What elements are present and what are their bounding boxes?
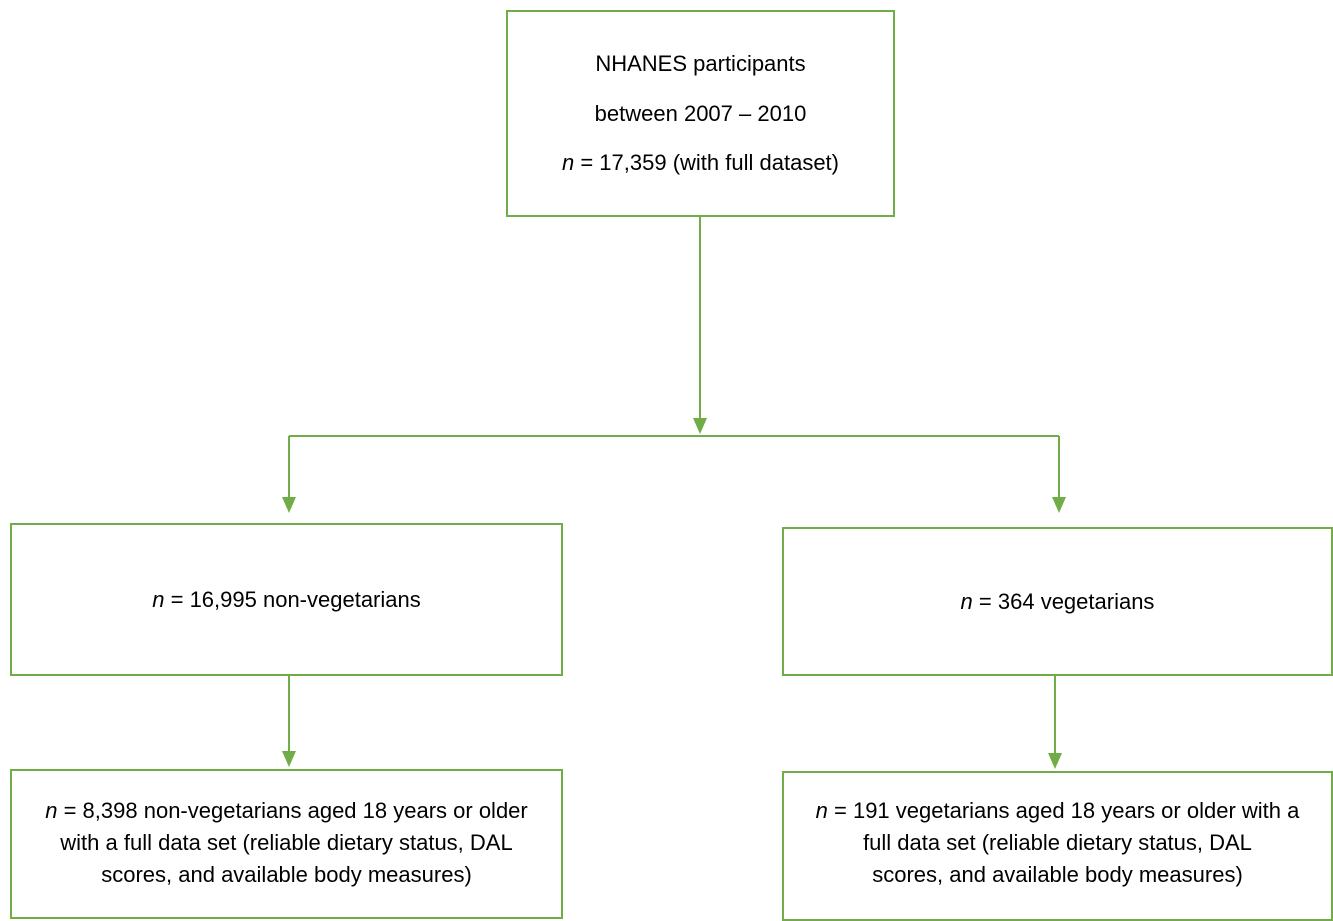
left-final-line2: with a full data set (reliable dietary s…	[60, 829, 513, 855]
box-final-vegetarians: n = 191 vegetarians aged 18 years or old…	[782, 771, 1333, 921]
left-group-text: n = 16,995 non-vegetarians	[152, 586, 421, 614]
right-group-text: n = 364 vegetarians	[961, 588, 1155, 616]
box-non-vegetarians: n = 16,995 non-vegetarians	[10, 523, 563, 676]
left-final-line3: scores, and available body measures)	[101, 861, 472, 887]
right-final-line3: scores, and available body measures)	[872, 861, 1243, 887]
top-box-count: = 17,359 (with full dataset)	[574, 150, 839, 176]
right-final-line1-text: = 191 vegetarians aged 18 years or older…	[827, 798, 1300, 823]
arrowhead-left-down	[282, 497, 296, 513]
right-final-line2: full data set (reliable dietary status, …	[863, 829, 1252, 855]
arrowhead-right-final-down	[1048, 753, 1062, 769]
top-box-line2: between 2007 – 2010	[594, 100, 807, 126]
n-variable: n	[152, 586, 165, 612]
left-group-count: = 16,995 non-vegetarians	[164, 586, 421, 612]
box-vegetarians: n = 364 vegetarians	[782, 527, 1333, 676]
right-group-count: = 364 vegetarians	[972, 588, 1155, 614]
right-final-line1: n = 191 vegetarians aged 18 years or old…	[816, 795, 1300, 827]
box-nhanes-participants: NHANES participants between 2007 – 2010 …	[506, 10, 895, 217]
left-final-line1: n = 8,398 non-vegetarians aged 18 years …	[45, 795, 528, 827]
box-final-non-vegetarians: n = 8,398 non-vegetarians aged 18 years …	[10, 769, 563, 919]
arrowhead-left-final-down	[282, 751, 296, 767]
arrowhead-top-down	[693, 418, 707, 434]
top-box-line1: NHANES participants	[595, 51, 806, 77]
n-variable: n	[815, 798, 828, 823]
n-variable: n	[960, 588, 973, 614]
top-box-line3: n = 17,359 (with full dataset)	[562, 149, 839, 177]
n-variable: n	[561, 150, 575, 176]
left-final-line1-text: = 8,398 non-vegetarians aged 18 years or…	[57, 798, 528, 823]
arrowhead-right-down	[1052, 497, 1066, 513]
n-variable: n	[45, 798, 58, 823]
